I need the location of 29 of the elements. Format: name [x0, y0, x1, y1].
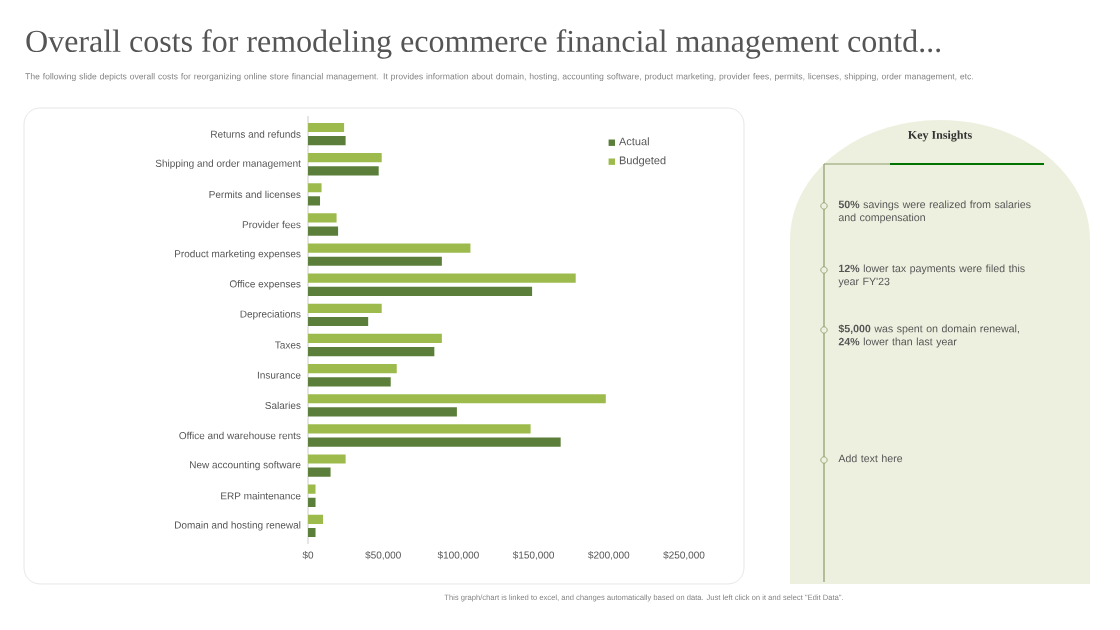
bar — [308, 424, 531, 434]
bar — [308, 363, 397, 374]
bar — [308, 153, 382, 163]
bar — [308, 196, 321, 206]
bar — [308, 377, 391, 387]
bar — [308, 183, 322, 193]
bar — [308, 303, 382, 313]
bar — [308, 136, 346, 146]
bar — [308, 407, 457, 417]
bar — [308, 514, 324, 524]
bar — [308, 333, 442, 344]
bar — [308, 484, 316, 494]
bar — [308, 286, 533, 296]
chart-title: Overall costs for remodeling ecommerce financial management contd... — [26, 29, 941, 59]
bar — [308, 226, 339, 236]
bar — [308, 347, 435, 357]
bar — [308, 527, 316, 538]
bar — [308, 256, 442, 266]
bar — [308, 454, 346, 464]
bar — [308, 497, 316, 507]
bar — [308, 394, 606, 404]
bar — [308, 166, 379, 176]
bar — [308, 273, 576, 283]
bar — [308, 213, 337, 223]
bar — [308, 437, 561, 447]
bar — [308, 316, 369, 327]
bar — [308, 243, 471, 253]
bar — [308, 122, 345, 133]
bar — [308, 467, 331, 477]
